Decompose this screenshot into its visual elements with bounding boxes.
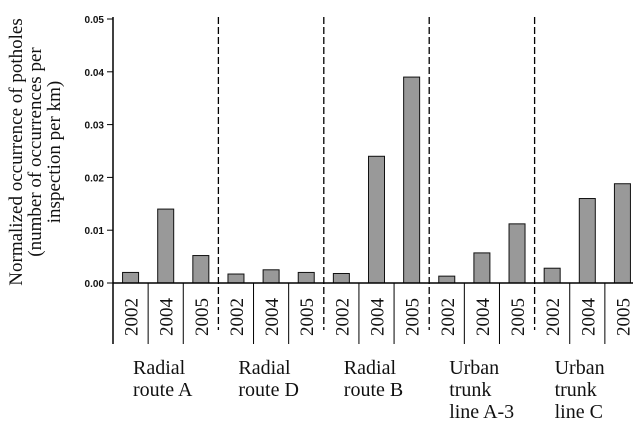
bar [403,76,421,284]
group-label: line A-3 [449,401,514,423]
bar [438,275,456,284]
x-tick-label: 2005 [297,298,318,336]
bar [613,183,631,284]
group-label: line C [555,401,603,423]
group-separators [217,17,536,330]
group-label: Urban [555,357,605,379]
bars [122,76,631,284]
group-label: Radial [238,357,291,379]
group-label: route A [133,379,193,401]
bar [508,223,526,284]
group-label: Urban [449,357,499,379]
group-label: route D [238,379,299,401]
axes [112,17,633,344]
x-tick-label: 2002 [332,298,353,336]
x-tick-label: 2002 [227,298,248,336]
bar [297,271,315,284]
x-tick-label: 2002 [543,298,564,336]
group-label: trunk [449,379,491,401]
x-tick-label: 2005 [613,298,633,336]
x-tick-label: 2005 [403,298,424,336]
y-axis-label-line: (number of occurrences per [25,47,46,257]
x-tick-label: 2005 [192,298,213,336]
bar [122,271,140,284]
group-label: Radial [344,357,397,379]
bar [578,198,596,284]
bar [332,272,350,284]
x-axis-labels: 2002 2004 2005 2002 2004 2005 2002 2004 2005 2002… [122,283,633,344]
y-tick-label: 0.04 [85,68,105,79]
y-axis-label: Normalized occurrence of potholes(number… [6,18,65,285]
group-label: Radial [133,357,186,379]
y-tick-label: 0.01 [85,226,105,237]
bar [262,269,280,284]
group-label: trunk [555,379,597,401]
y-tick-label: 0.03 [85,121,105,132]
x-tick-label: 2004 [157,298,178,337]
bar [473,252,491,284]
x-tick-label: 2004 [262,298,283,337]
group-label: route B [344,379,403,401]
bar [192,255,210,284]
x-tick-label: 2004 [578,298,599,337]
y-axis-label-line: inspection per km) [44,81,65,223]
bar [227,273,245,284]
bar [543,267,561,284]
y-axis-label-line: Normalized occurrence of potholes [6,18,27,285]
y-tick-label: 0.02 [85,173,105,184]
x-tick-label: 2004 [473,298,494,337]
x-tick-label: 2005 [508,298,529,336]
bar [157,208,175,284]
y-tick-label: 0.05 [85,15,105,26]
x-tick-label: 2002 [122,298,143,336]
x-tick-label: 2004 [368,298,389,337]
bar [368,155,385,284]
y-axis-ticks: 0.00 0.01 0.02 0.03 0.04 0.05 [85,15,113,290]
x-tick-label: 2002 [438,298,459,336]
y-tick-label: 0.00 [85,279,105,290]
